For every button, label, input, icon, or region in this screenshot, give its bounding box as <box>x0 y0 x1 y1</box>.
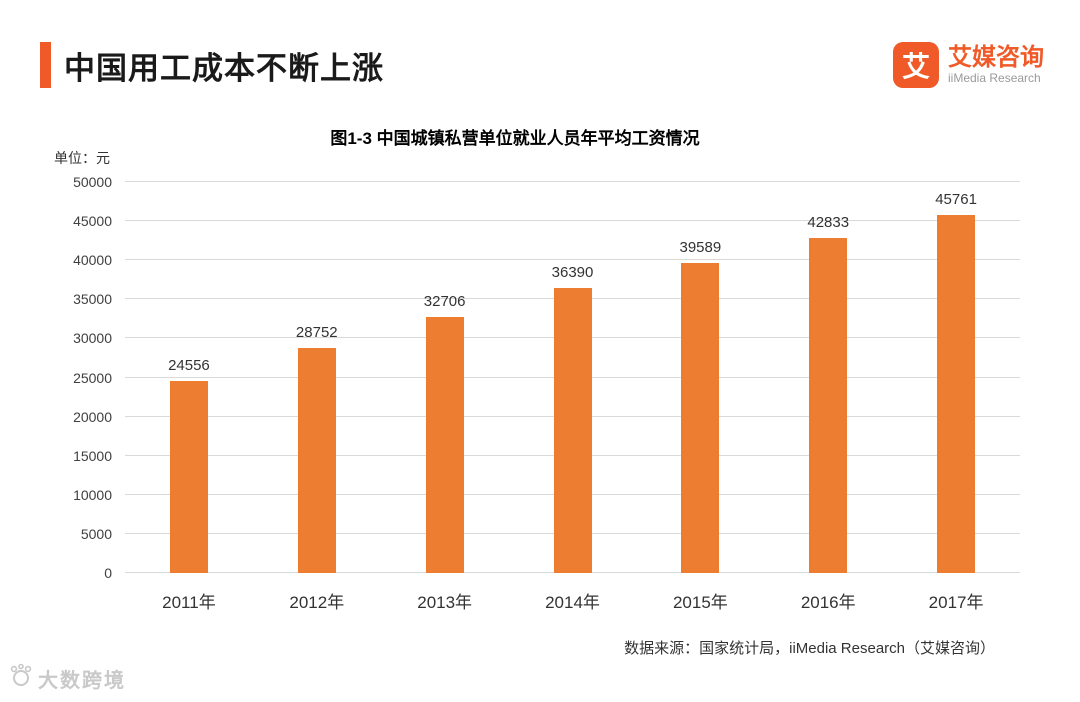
watermark-text: 大数跨境 <box>38 669 126 692</box>
bar-column: 32706 <box>381 182 509 573</box>
bar <box>297 348 336 573</box>
y-tick-label: 5000 <box>80 525 112 542</box>
y-tick-label: 10000 <box>73 486 112 503</box>
bar-value-label: 45761 <box>935 191 977 209</box>
watermark: 大数跨境 <box>8 662 126 694</box>
x-axis-label: 2012年 <box>289 593 345 612</box>
bar-value-label: 42833 <box>807 214 850 232</box>
bar-value-label: 32706 <box>423 293 466 311</box>
bar-column: 36390 <box>509 182 637 573</box>
watermark-icon <box>8 662 34 694</box>
unit-label: 单位：元 <box>54 150 110 166</box>
x-axis-label: 2011年 <box>162 593 216 612</box>
chart-title: 图1-3 中国城镇私营单位就业人员年平均工资情况 <box>330 129 700 148</box>
plot-area: 24556 28752 32706 36390 39589 42833 45761 <box>125 181 1020 573</box>
y-tick-label: 40000 <box>73 252 112 269</box>
bar-value-label: 24556 <box>168 356 210 374</box>
title-accent-bar <box>40 42 51 88</box>
bar-value-label: 39589 <box>679 239 722 257</box>
imedia-logo-name-cn: 艾媒咨询 <box>948 43 1044 71</box>
page-title: 中国用工成本不断上涨 <box>64 50 384 86</box>
y-tick-label: 50000 <box>73 174 112 190</box>
bar-column: 39589 <box>636 182 764 573</box>
bar <box>809 238 848 573</box>
gridline <box>125 220 1020 222</box>
x-axis: 2011年 2012年 2013年 2014年 2015年 2016年 2017年 <box>125 588 1020 613</box>
bar-column: 28752 <box>253 182 381 573</box>
x-axis-label: 2015年 <box>672 593 728 612</box>
y-tick-label: 30000 <box>73 330 112 347</box>
imedia-logo-name-en: iiMedia Research <box>948 71 1041 85</box>
x-axis-label: 2013年 <box>417 593 473 612</box>
y-tick-label: 35000 <box>73 291 112 308</box>
page-header: 中国用工成本不断上涨 <box>40 42 384 88</box>
bar-value-label: 36390 <box>551 264 594 282</box>
x-axis-label: 2016年 <box>800 593 856 612</box>
bar-column: 42833 <box>764 182 892 573</box>
bar <box>169 380 208 573</box>
bar <box>425 317 464 573</box>
gridline <box>125 181 1020 182</box>
bar <box>681 263 720 573</box>
bar-value-label: 28752 <box>295 324 338 342</box>
x-axis-label: 2014年 <box>545 593 600 612</box>
y-tick-label: 0 <box>104 565 112 581</box>
y-tick-label: 45000 <box>73 213 112 230</box>
y-tick-label: 25000 <box>73 369 112 386</box>
bar-column: 45761 <box>892 182 1020 573</box>
bar <box>553 288 592 573</box>
imedia-logo: 艾 艾媒咨询 iiMedia Research <box>893 42 1044 88</box>
y-axis: 0 5000 10000 15000 20000 25000 30000 35000 40000… <box>0 174 112 581</box>
y-tick-label: 15000 <box>73 447 112 464</box>
imedia-logo-icon: 艾 <box>893 42 939 88</box>
y-tick-label: 20000 <box>73 408 112 425</box>
x-axis-label: 2017年 <box>928 593 984 612</box>
bar-column: 24556 <box>125 182 253 573</box>
gridline <box>125 259 1020 261</box>
bar <box>937 215 976 573</box>
data-source: 数据来源：国家统计局，iiMedia Research（艾媒咨询） <box>624 640 995 657</box>
